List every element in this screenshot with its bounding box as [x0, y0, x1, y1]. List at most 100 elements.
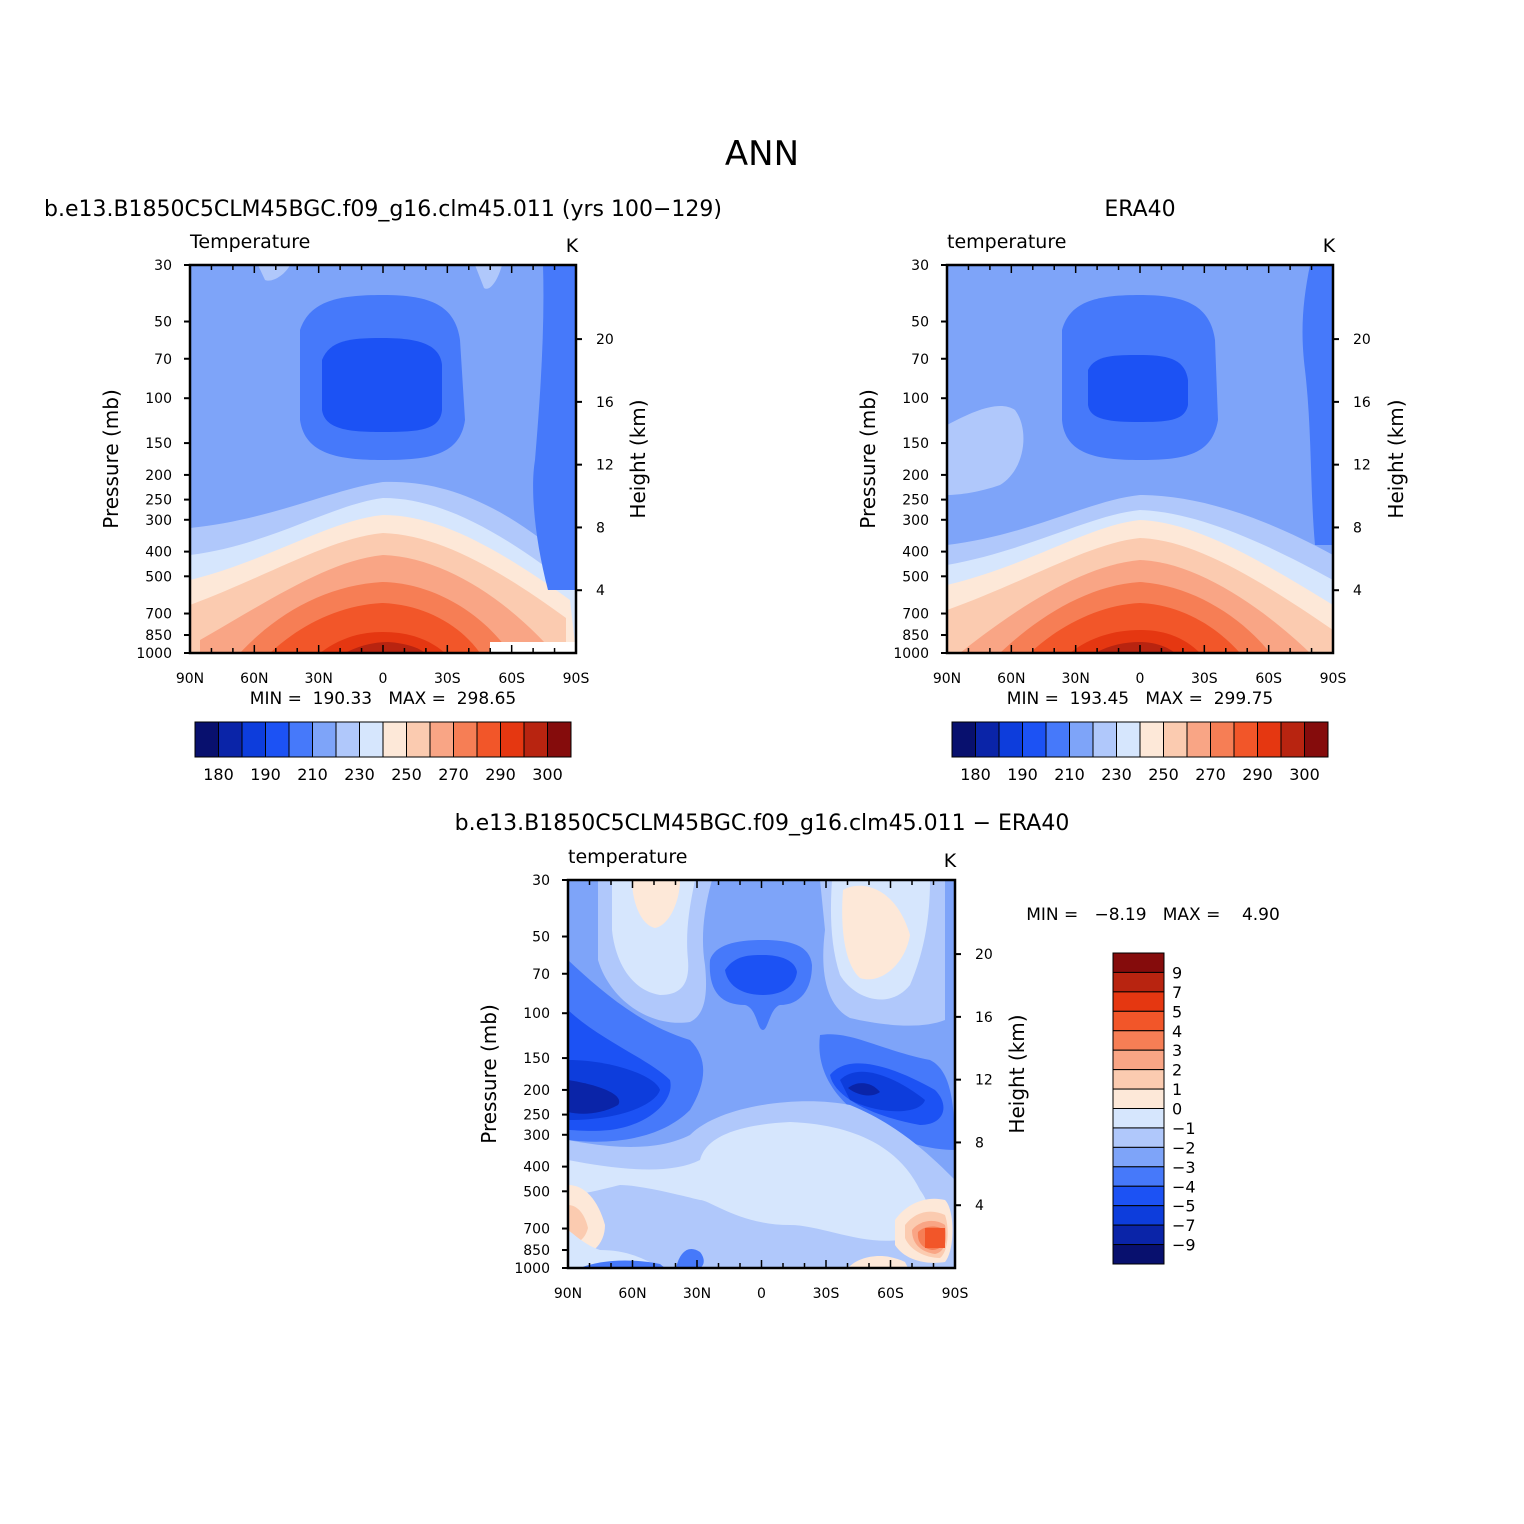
colorbar-label: 180 — [960, 765, 991, 784]
colorbar-swatch — [218, 721, 243, 758]
pressure-tick-label: 850 — [145, 628, 172, 644]
latitude-tick-label: 30S — [434, 671, 461, 687]
diff-panel-title: b.e13.B1850C5CLM45BGC.f09_g16.clm45.011 … — [455, 811, 1070, 836]
diff-pressure-axis: 30 50 70 100 150 200 250 300 400 500 700 850 1000 — [514, 873, 568, 1277]
latitude-tick-label: 90N — [933, 671, 961, 687]
latitude-tick-label: 0 — [757, 1286, 766, 1302]
model-units-label: K — [566, 235, 579, 257]
latitude-tick-label: 60S — [498, 671, 525, 687]
colorbar-swatch — [476, 721, 501, 758]
latitude-tick-label: 0 — [1136, 671, 1145, 687]
colorbar-swatch — [1112, 971, 1165, 993]
colorbar-swatch — [429, 721, 454, 758]
pressure-tick-label: 70 — [911, 352, 929, 368]
latitude-tick-label: 60N — [997, 671, 1025, 687]
colorbar-swatch — [335, 721, 360, 758]
pressure-tick-label: 250 — [145, 493, 172, 509]
colorbar-swatch — [265, 721, 290, 758]
pressure-tick-label: 700 — [145, 607, 172, 623]
latitude-tick-label: 30S — [813, 1286, 840, 1302]
pressure-tick-label: 70 — [154, 352, 172, 368]
colorbar-label: −7 — [1172, 1216, 1196, 1235]
pressure-tick-label: 1000 — [514, 1261, 550, 1277]
obs-height-axis-title: Height (km) — [1384, 399, 1408, 518]
height-tick-label: 4 — [596, 583, 605, 599]
colorbar-swatch — [1233, 721, 1258, 758]
latitude-tick-label: 30S — [1191, 671, 1218, 687]
colorbar-swatch — [1112, 952, 1165, 973]
colorbar-swatch — [1112, 1088, 1165, 1109]
colorbar-swatch — [1112, 1030, 1165, 1051]
latitude-tick-label: 30N — [683, 1286, 711, 1302]
pressure-tick-label: 100 — [902, 391, 929, 407]
pressure-tick-label: 70 — [532, 967, 550, 983]
colorbar-swatch — [500, 721, 525, 758]
diff-latitude-axis: 90N 60N 30N 0 30S 60S 90S — [554, 880, 968, 1302]
colorbar-swatch — [1112, 1244, 1165, 1265]
pressure-tick-label: 850 — [523, 1243, 550, 1259]
colorbar-label: 300 — [532, 765, 563, 784]
colorbar-label: 9 — [1172, 963, 1182, 982]
height-tick-label: 16 — [1353, 395, 1371, 411]
model-panel-title: b.e13.B1850C5CLM45BGC.f09_g16.clm45.011 … — [44, 197, 722, 222]
colorbar-label: 300 — [1289, 765, 1320, 784]
pressure-tick-label: 300 — [902, 513, 929, 529]
height-tick-label: 12 — [1353, 458, 1371, 474]
colorbar-swatch — [194, 721, 219, 758]
colorbar-label: 5 — [1172, 1002, 1182, 1021]
height-tick-label: 12 — [975, 1073, 993, 1089]
diff-minmax-label: MIN = −8.19 MAX = 4.90 — [1026, 905, 1280, 925]
obs-minmax-label: MIN = 193.45 MAX = 299.75 — [1007, 689, 1273, 709]
latitude-tick-label: 60N — [618, 1286, 646, 1302]
pressure-tick-label: 200 — [523, 1083, 550, 1099]
colorbar-swatch — [1022, 721, 1047, 758]
colorbar-label: 210 — [1054, 765, 1085, 784]
latitude-tick-label: 90S — [1320, 671, 1347, 687]
obs-pressure-axis: 30 50 70 100 150 200 250 300 400 500 700 850 1000 — [893, 258, 947, 662]
colorbar-swatch — [1112, 1146, 1165, 1168]
pressure-tick-label: 150 — [523, 1051, 550, 1067]
latitude-tick-label: 90S — [563, 671, 590, 687]
latitude-tick-label: 30N — [305, 671, 333, 687]
colorbar-swatch — [1112, 1069, 1165, 1090]
figure-title: ANN — [725, 134, 799, 174]
colorbar-swatch — [1045, 721, 1070, 758]
height-tick-label: 20 — [596, 332, 614, 348]
diff-contour-field — [568, 880, 955, 1268]
model-contour-field — [190, 265, 576, 653]
height-tick-label: 12 — [596, 458, 614, 474]
colorbar-swatch — [1186, 721, 1211, 758]
colorbar-label: 1 — [1172, 1080, 1182, 1099]
colorbar-label: 4 — [1172, 1022, 1182, 1041]
pressure-tick-label: 250 — [902, 493, 929, 509]
model-colorbar: 180 190 210 230 250 270 290 300 — [194, 721, 572, 784]
pressure-tick-label: 500 — [902, 569, 929, 585]
colorbar-swatch — [1069, 721, 1094, 758]
colorbar-label: 210 — [297, 765, 328, 784]
latitude-tick-label: 0 — [379, 671, 388, 687]
colorbar-label: 270 — [1195, 765, 1226, 784]
pressure-tick-label: 1000 — [136, 646, 172, 662]
colorbar-label: −3 — [1172, 1158, 1196, 1177]
diff-height-axis: 20 16 12 8 4 — [955, 947, 993, 1214]
colorbar-swatch — [1112, 1185, 1165, 1207]
colorbar-swatch — [1112, 991, 1165, 1012]
pressure-tick-label: 150 — [145, 436, 172, 452]
pressure-tick-label: 100 — [523, 1006, 550, 1022]
pressure-tick-label: 200 — [145, 468, 172, 484]
colorbar-swatch — [241, 721, 266, 758]
colorbar-swatch — [453, 721, 478, 758]
pressure-tick-label: 850 — [902, 628, 929, 644]
pressure-tick-label: 150 — [902, 436, 929, 452]
obs-pressure-axis-title: Pressure (mb) — [856, 389, 880, 529]
height-tick-label: 8 — [975, 1135, 984, 1151]
pressure-tick-label: 30 — [532, 873, 550, 889]
latitude-tick-label: 90N — [554, 1286, 582, 1302]
obs-height-axis: 20 16 12 8 4 — [1333, 332, 1371, 599]
diff-panel: b.e13.B1850C5CLM45BGC.f09_g16.clm45.011 … — [455, 811, 1280, 1302]
colorbar-label: 3 — [1172, 1041, 1182, 1060]
colorbar-label: 2 — [1172, 1061, 1182, 1080]
colorbar-swatch — [1139, 721, 1164, 758]
model-panel: b.e13.B1850C5CLM45BGC.f09_g16.clm45.011 … — [44, 197, 722, 784]
